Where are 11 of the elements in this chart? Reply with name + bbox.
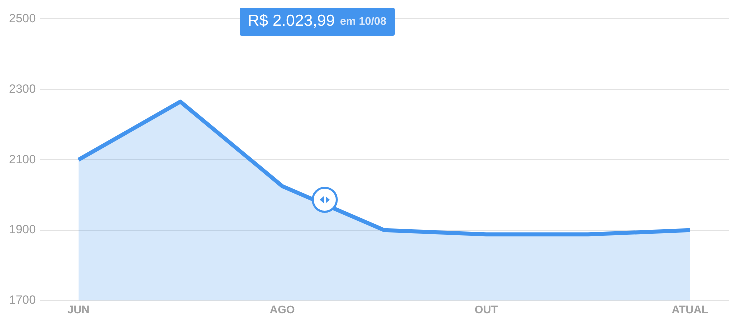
x-tick-label: OUT [474, 304, 498, 316]
y-tick-label: 1900 [9, 222, 36, 237]
x-tick-label: JUN [68, 304, 90, 316]
y-tick-label: 2500 [9, 12, 36, 26]
y-tick-label: 1700 [9, 293, 36, 308]
y-tick-label: 2300 [9, 82, 36, 96]
x-tick-label: AGO [270, 304, 296, 316]
annotation: R$ 2.023,99 [248, 13, 336, 31]
x-tick-label: ATUAL [672, 304, 709, 316]
annotation: em 10/08 [340, 16, 387, 28]
y-tick-label: 2100 [9, 152, 36, 166]
